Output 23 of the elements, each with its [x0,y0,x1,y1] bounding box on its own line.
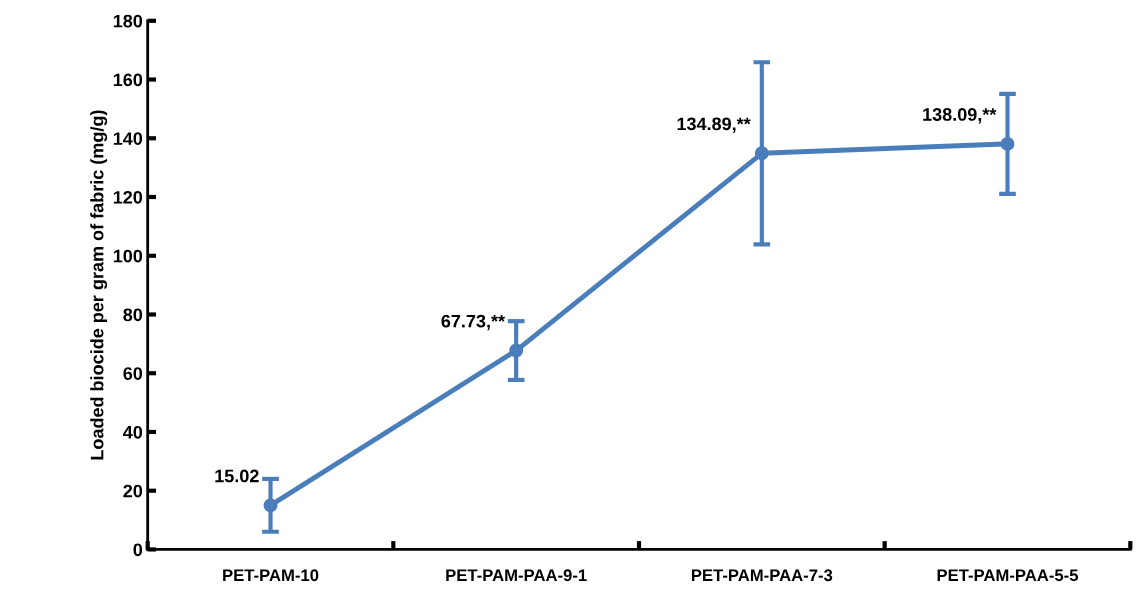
y-tick-label: 120 [113,190,143,204]
x-tick-label: PET-PAM-10 [223,569,319,582]
x-tick-label: PET-PAM-PAA-7-3 [691,569,833,582]
point [1000,136,1015,151]
y-tick-label: 60 [123,367,143,380]
y-tick-label: 0 [133,543,143,557]
data-label: 15.02 [215,469,259,483]
x-tick-label: PET-PAM-PAA-9-1 [446,569,587,582]
point [263,498,278,513]
data-label: 67.73,** [441,314,506,331]
y-tick-label: 80 [123,308,143,322]
y-tick-label: 140 [113,132,143,145]
data-label: 134.89,** [677,117,751,133]
x-tick-label: PET-PAM-PAA-5-5 [937,569,1079,582]
y-tick-label: 40 [123,425,143,439]
point [509,343,524,358]
y-tick-label: 180 [113,14,143,28]
point [754,146,769,161]
y-tick-label: 20 [123,484,143,498]
y-tick-label: 160 [113,73,143,87]
y-axis-title: Loaded biocide per gram of fabric (mg/g) [90,110,108,460]
y-tick-label: 100 [113,249,143,263]
data-label: 138.09,** [923,108,997,124]
